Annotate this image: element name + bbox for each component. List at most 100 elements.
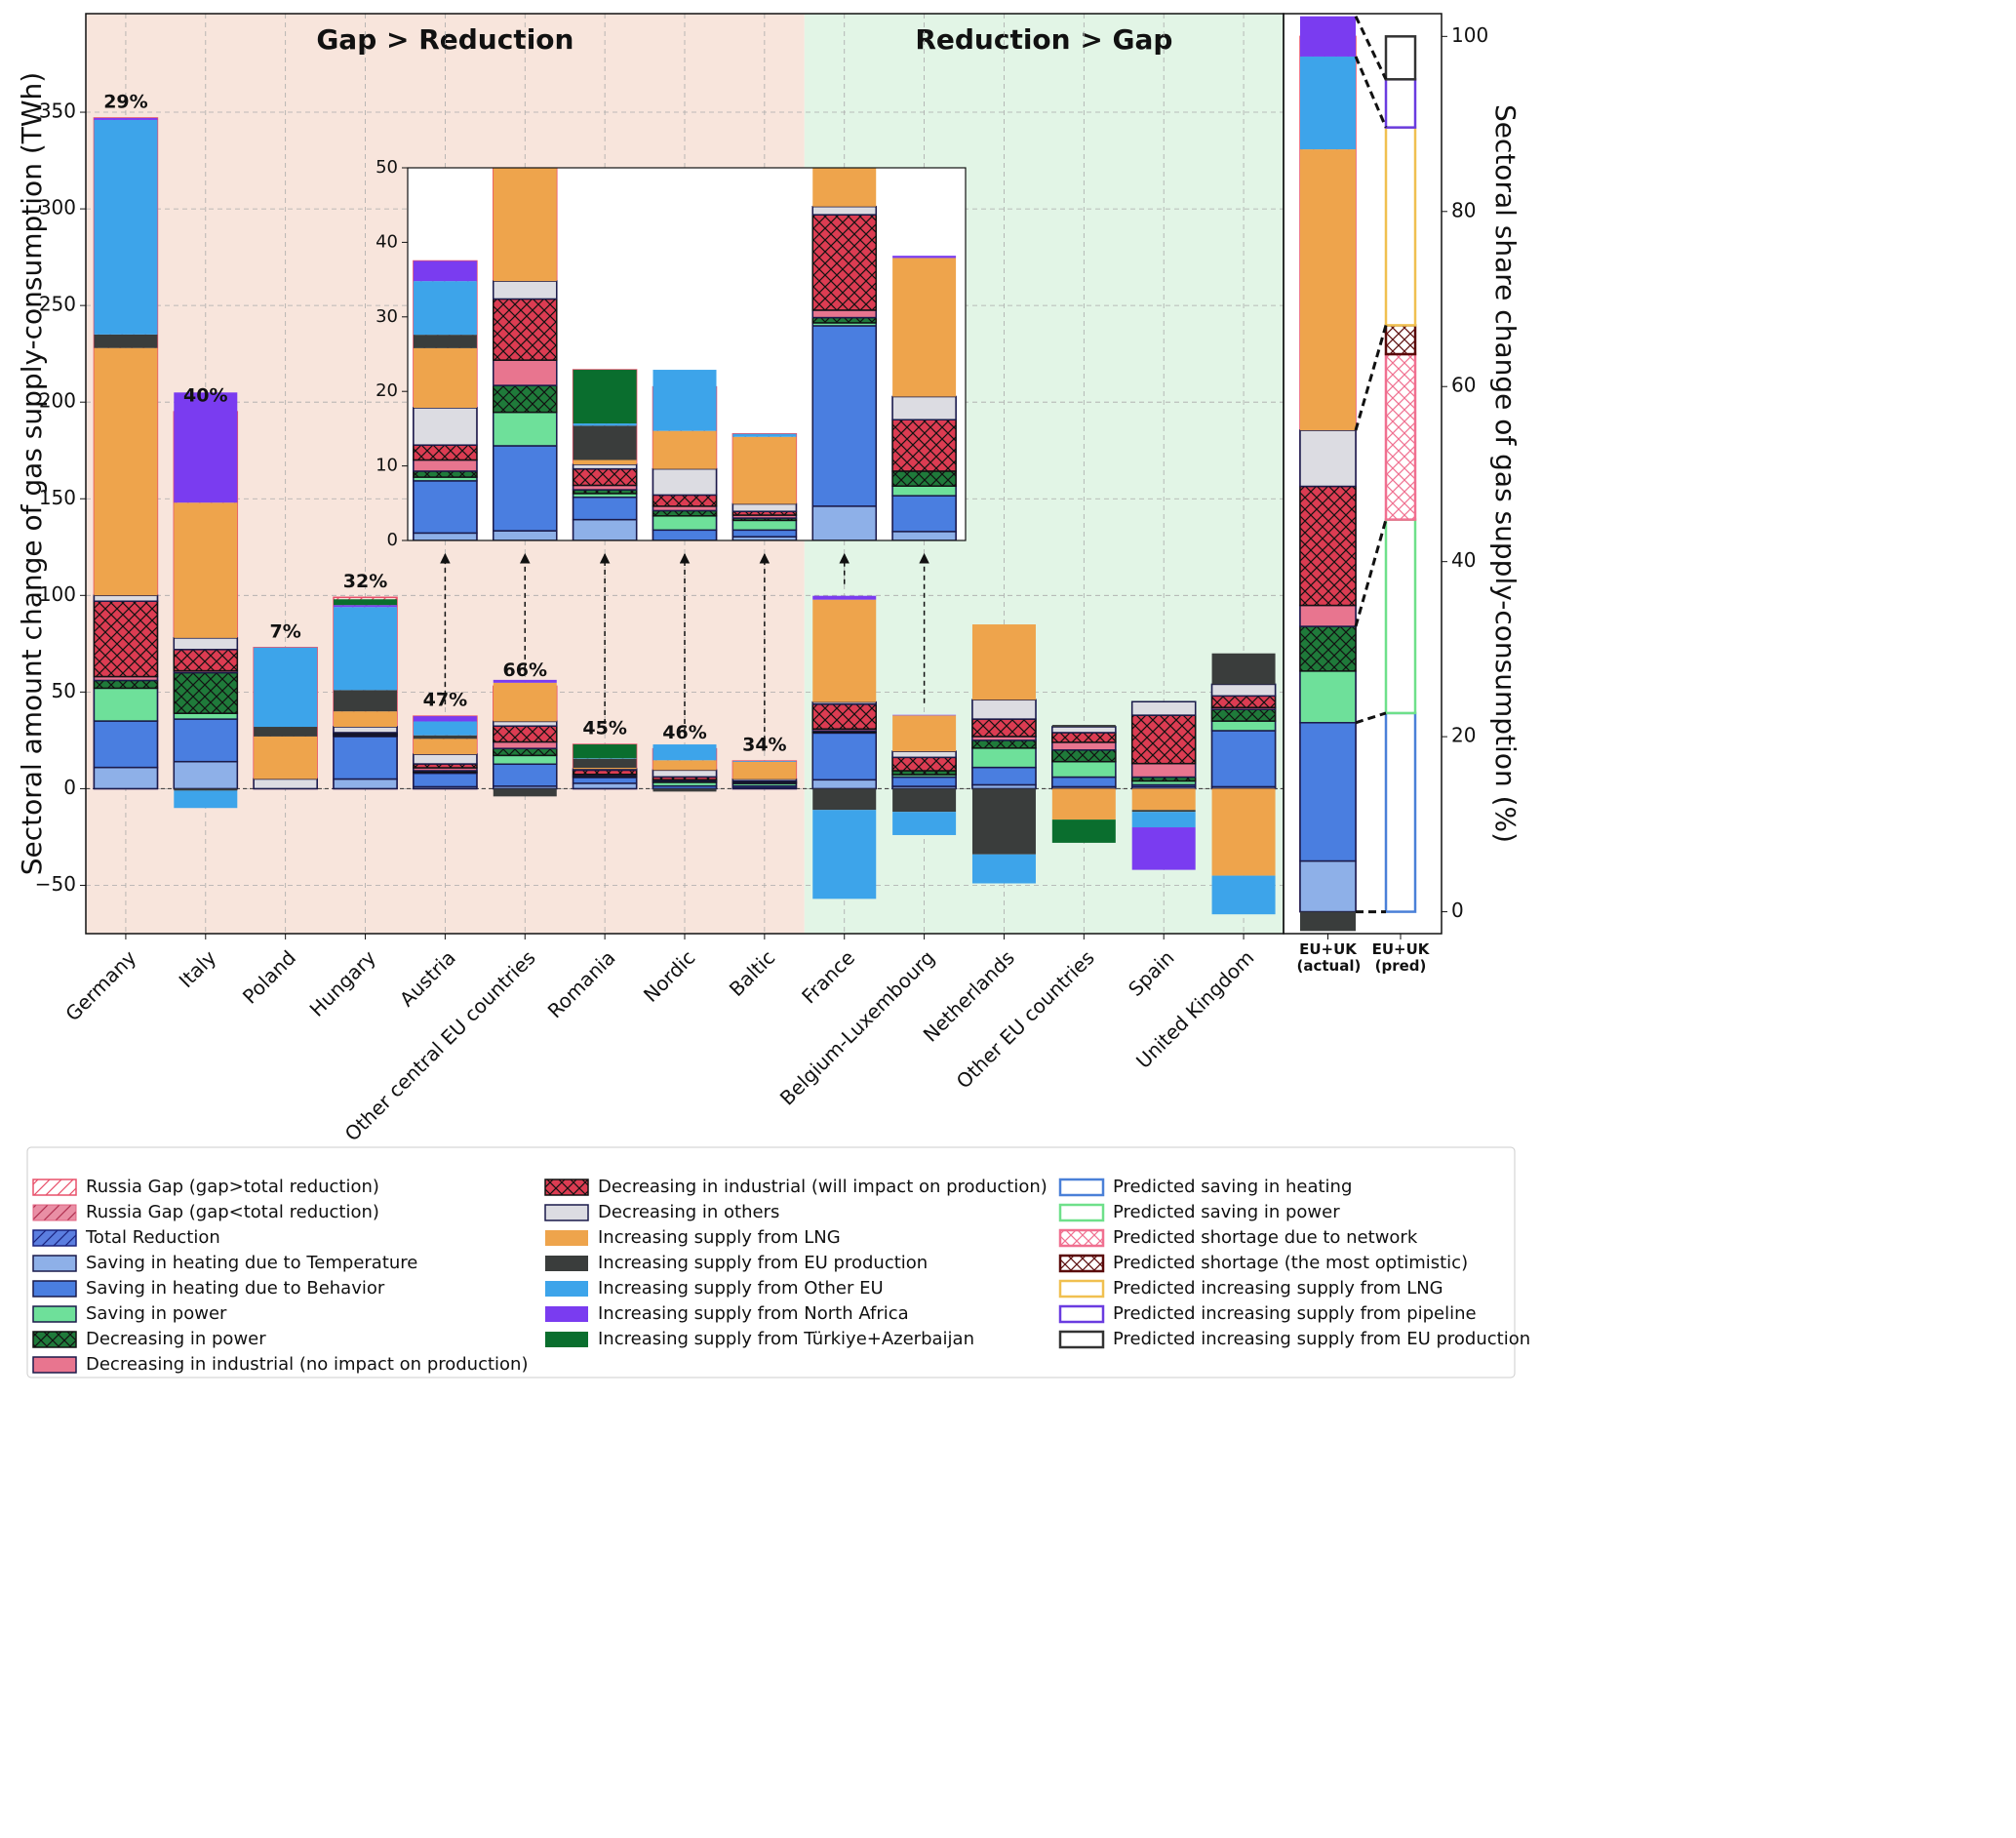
bar-segment — [652, 370, 717, 431]
bar-segment — [1300, 16, 1356, 57]
legend-label: Saving in heating due to Behavior — [86, 1278, 385, 1299]
connector — [1354, 519, 1388, 627]
bar-segment — [971, 788, 1036, 855]
legend-label: Predicted increasing supply from EU prod… — [1113, 1329, 1530, 1349]
legend-label: Increasing supply from LNG — [598, 1227, 841, 1248]
bar-segment — [413, 281, 477, 336]
bar-segment — [413, 480, 478, 535]
pred-segment — [1384, 35, 1417, 81]
pred-segment — [1384, 711, 1417, 913]
legend-label: Decreasing in power — [86, 1329, 266, 1349]
bar-segment — [413, 459, 478, 472]
legend-label: Predicted shortage due to network — [1113, 1227, 1418, 1248]
share-category-label: EU+UK (pred) — [1371, 940, 1430, 975]
legend-label: Predicted saving in power — [1113, 1202, 1340, 1222]
bar-segment — [1210, 730, 1277, 788]
legend-swatch — [545, 1256, 588, 1271]
legend-label: Increasing supply from EU production — [598, 1253, 928, 1273]
bar-segment — [573, 460, 637, 465]
legend-swatch — [545, 1230, 588, 1246]
bar-segment — [493, 788, 557, 797]
bar-segment — [333, 736, 398, 780]
bar-segment — [173, 649, 239, 672]
bar-segment — [1051, 725, 1116, 728]
bar-segment — [1299, 625, 1357, 672]
bar-segment — [652, 769, 718, 779]
bar-segment — [811, 779, 877, 790]
legend-swatch — [1058, 1254, 1105, 1273]
bar-segment — [1300, 149, 1356, 431]
legend-swatch — [32, 1204, 77, 1221]
bar-segment — [731, 778, 798, 782]
bar-segment — [493, 280, 558, 300]
bar-segment — [1210, 720, 1277, 732]
bar-segment — [493, 725, 558, 743]
x-tick-label: Austria — [395, 945, 460, 1011]
bar-segment — [1211, 788, 1276, 876]
bar-segment — [892, 788, 957, 813]
bar-segment — [493, 763, 558, 787]
bar-segment — [413, 739, 477, 755]
bar-segment — [1299, 722, 1357, 862]
bar-segment — [811, 505, 877, 540]
bar-segment — [93, 720, 159, 769]
y2-tick-label: 80 — [1451, 198, 1476, 221]
x-tick-label: Belgium-Luxembourg — [775, 945, 939, 1109]
connector — [1354, 325, 1388, 431]
legend-label: Russia Gap (gap>total reduction) — [86, 1177, 379, 1197]
bar-segment — [812, 595, 877, 600]
bar-segment — [892, 715, 957, 752]
inset-frame — [407, 167, 967, 541]
bar-segment — [93, 687, 159, 722]
y-tick-label: 300 — [39, 196, 76, 220]
bar-segment — [572, 496, 638, 521]
bar-segment — [334, 690, 398, 712]
percent-label: 29% — [103, 91, 147, 112]
bar-segment — [1131, 788, 1196, 811]
percent-label: 46% — [662, 722, 706, 743]
bar-segment — [971, 739, 1037, 749]
x-tick-label: Spain — [1124, 945, 1178, 1000]
bar-segment — [93, 679, 159, 690]
y2-tick-label: 20 — [1451, 724, 1476, 747]
bar-segment — [1299, 670, 1357, 724]
bar-segment — [1211, 875, 1276, 915]
bar-segment — [1299, 604, 1357, 627]
connector — [1354, 56, 1388, 129]
bar-segment — [94, 119, 158, 335]
bar-segment — [891, 776, 957, 787]
bar-segment — [1051, 741, 1117, 751]
bar-segment — [1051, 726, 1117, 734]
bar-segment — [812, 599, 877, 702]
bar-segment — [891, 750, 957, 759]
bar-segment — [493, 747, 558, 757]
bar-segment — [413, 407, 478, 446]
bar-segment — [811, 732, 877, 781]
y-tick-label: 250 — [39, 293, 76, 316]
bar-segment — [572, 467, 638, 487]
bar-segment — [1051, 788, 1116, 820]
bar-segment — [732, 761, 797, 762]
bar-segment — [1300, 911, 1356, 932]
legend-swatch — [32, 1280, 77, 1298]
legend-box — [26, 1146, 1516, 1378]
bar-segment — [1210, 708, 1277, 722]
legend-swatch — [1058, 1330, 1105, 1349]
legend-label: Total Reduction — [85, 1227, 220, 1248]
bar-segment — [94, 347, 158, 596]
legend-label: Increasing supply from Other EU — [598, 1278, 884, 1299]
bar-segment — [971, 747, 1037, 769]
legend-swatch — [544, 1204, 589, 1221]
bar-segment — [573, 768, 637, 770]
inset-bars — [413, 168, 957, 540]
bar-segment — [971, 766, 1037, 786]
bar-segment — [334, 605, 398, 608]
legend-swatch — [544, 1179, 589, 1196]
share-frame — [1283, 13, 1443, 935]
bar-segment — [493, 530, 558, 540]
legend-swatch — [1058, 1279, 1105, 1299]
bar-segment — [493, 445, 558, 532]
bar-segment — [1131, 827, 1196, 870]
pred-segment — [1384, 352, 1417, 521]
y-tick-label: 150 — [39, 486, 76, 509]
